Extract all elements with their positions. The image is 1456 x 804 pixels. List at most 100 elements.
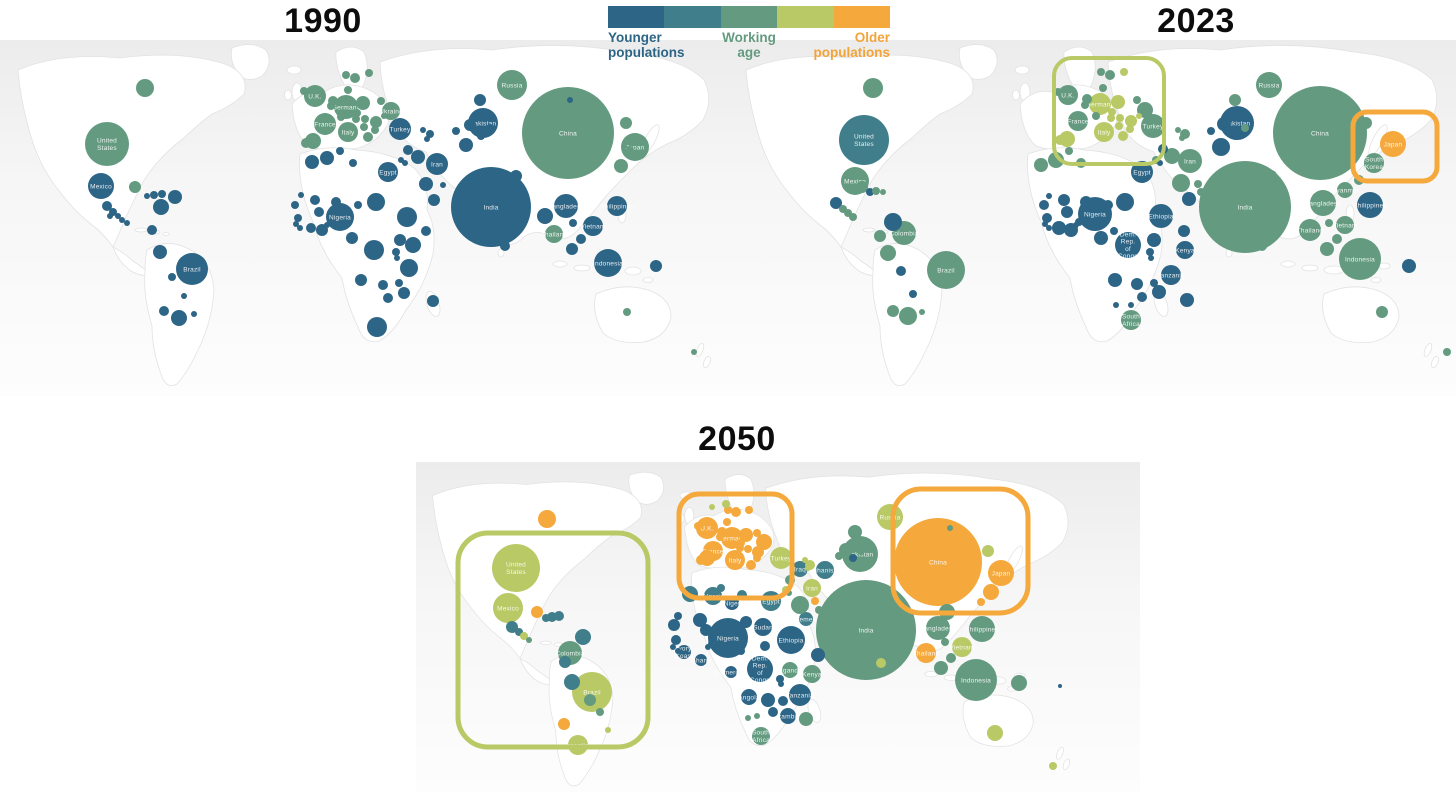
country-label: Afghanistan <box>807 567 844 574</box>
country-bubble <box>420 127 426 133</box>
country-bubble <box>768 707 778 717</box>
country-bubble-italy <box>1094 122 1114 142</box>
country-bubble <box>331 197 341 207</box>
country-bubble <box>102 201 112 211</box>
country-bubble <box>1147 233 1161 247</box>
country-bubble <box>670 644 676 650</box>
country-bubble <box>381 113 387 119</box>
country-bubble <box>171 310 187 326</box>
country-bubble-russia <box>877 504 903 530</box>
country-bubble <box>705 644 711 650</box>
country-bubble <box>440 182 446 188</box>
country-bubble <box>691 349 697 355</box>
country-bubble <box>1322 92 1328 98</box>
country-bubble <box>566 243 578 255</box>
country-bubble <box>723 518 731 526</box>
country-bubble <box>419 177 433 191</box>
country-bubble-japan <box>988 560 1014 586</box>
country-bubble <box>650 260 662 272</box>
country-bubble <box>1257 241 1267 251</box>
country-bubble <box>1402 259 1416 273</box>
country-bubble-united-states <box>492 544 540 592</box>
country-bubble-nigeria <box>708 618 748 658</box>
country-bubble <box>694 522 702 530</box>
country-label: Thailand <box>1297 227 1324 234</box>
country-bubble <box>344 86 352 94</box>
country-bubble <box>760 641 770 651</box>
country-bubble <box>405 237 421 253</box>
country-bubble <box>1197 188 1205 196</box>
country-bubble <box>815 606 823 614</box>
country-label: Egypt <box>1133 169 1151 176</box>
country-bubble-france <box>314 113 336 135</box>
country-bubble <box>394 234 406 246</box>
country-label: Ghana <box>691 657 712 664</box>
country-bubble <box>324 222 330 228</box>
country-bubble <box>1107 114 1115 122</box>
country-bubble <box>848 525 862 539</box>
country-bubble <box>1097 68 1105 76</box>
country-bubble <box>754 713 760 719</box>
country-label: Indonesia <box>1345 256 1375 263</box>
country-bubble-united-states <box>839 115 889 165</box>
country-bubble <box>1059 131 1075 147</box>
country-bubble-china <box>1273 86 1367 180</box>
country-label: Philippines <box>965 626 999 633</box>
country-bubble <box>947 525 953 531</box>
country-label: Turkey <box>771 555 792 562</box>
country-bubble-tanzania <box>789 684 811 706</box>
country-bubble <box>1099 84 1107 92</box>
country-bubble <box>1042 221 1048 227</box>
country-bubble <box>355 274 367 286</box>
country-bubble <box>168 273 176 281</box>
country-bubble-brazil <box>572 672 612 712</box>
country-bubble <box>337 113 345 121</box>
country-bubble-iran <box>426 153 448 175</box>
map-title-2050: 2050 <box>698 420 776 458</box>
legend-color-segment <box>777 6 834 28</box>
country-bubble <box>1108 108 1116 116</box>
country-bubble <box>1061 206 1073 218</box>
country-bubble <box>675 648 681 654</box>
country-bubble <box>314 207 324 217</box>
country-bubble <box>866 188 874 196</box>
highlight-box <box>676 491 795 601</box>
country-bubble <box>115 213 121 219</box>
highlight-box <box>1052 56 1166 166</box>
country-bubble <box>564 674 580 690</box>
country-bubble <box>977 598 985 606</box>
country-bubble <box>1241 124 1249 132</box>
country-label: Pakistan <box>1224 120 1251 127</box>
country-bubble <box>1137 292 1147 302</box>
country-bubble <box>575 629 591 645</box>
country-bubble <box>367 317 387 337</box>
country-bubble <box>739 528 753 542</box>
country-label: Ukraine <box>379 108 403 115</box>
country-label: U.K. <box>308 93 321 100</box>
country-bubble-south-africa <box>752 727 770 745</box>
country-bubble <box>857 547 865 555</box>
country-label: Italy <box>729 557 742 564</box>
country-label: Ethiopia <box>1148 213 1173 220</box>
country-bubble <box>559 656 571 668</box>
country-bubble <box>1011 675 1027 691</box>
country-bubble <box>1212 138 1230 156</box>
country-bubble <box>397 207 417 227</box>
country-bubble <box>753 554 761 562</box>
legend-color-segment <box>833 6 891 28</box>
country-bubble <box>1332 234 1342 244</box>
country-bubble <box>1046 225 1052 231</box>
country-bubble <box>1180 293 1194 307</box>
country-bubble <box>426 130 434 138</box>
country-bubble <box>364 240 384 260</box>
country-bubble-mexico <box>88 173 114 199</box>
legend-color-bar <box>608 6 891 28</box>
country-bubble <box>353 109 361 117</box>
country-bubble <box>291 201 299 209</box>
country-label: Indonesia <box>593 260 623 267</box>
country-bubble <box>856 181 868 193</box>
country-bubble-japan <box>1380 131 1406 157</box>
country-bubble <box>693 613 707 627</box>
country-bubble <box>1073 222 1079 228</box>
